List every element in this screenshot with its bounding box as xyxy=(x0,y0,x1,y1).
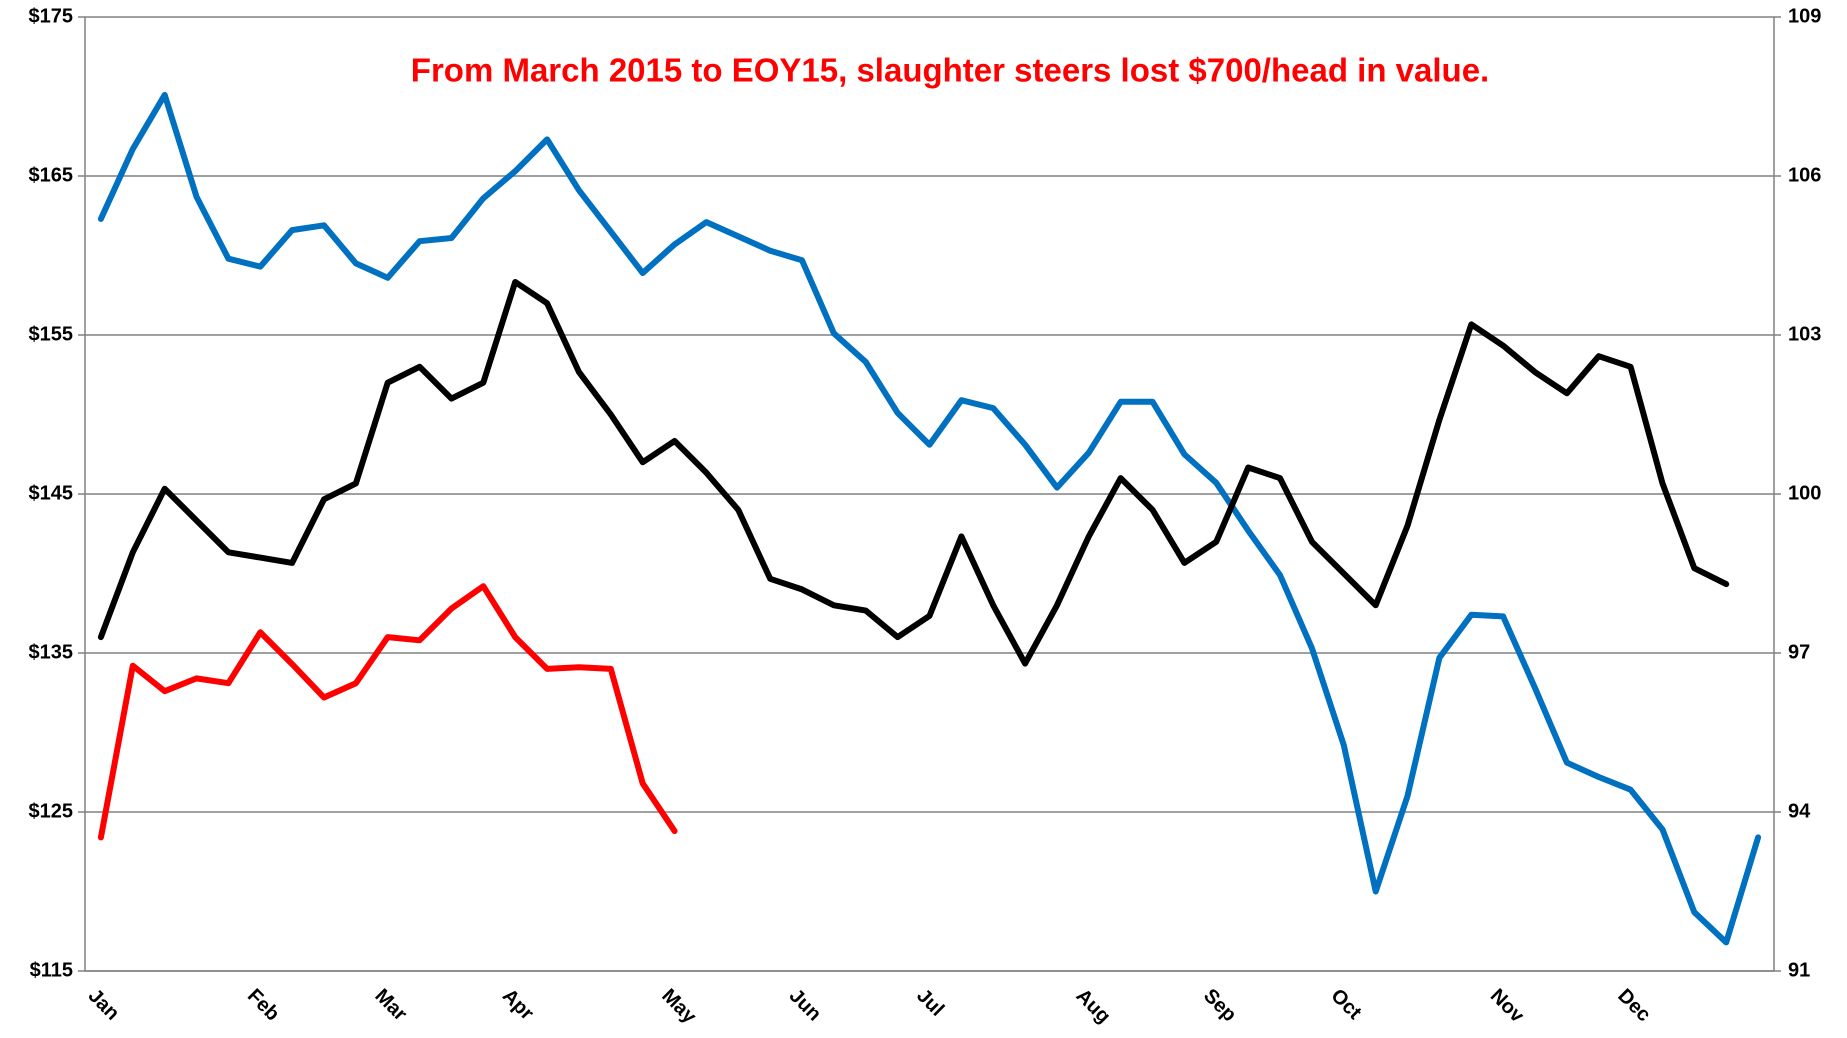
x-tick-label: Mar xyxy=(370,985,411,1026)
x-tick-label: Apr xyxy=(498,985,538,1025)
y-tick-label: $155 xyxy=(29,323,74,345)
x-tick-label: Dec xyxy=(1613,985,1655,1027)
y2-tick-label: 103 xyxy=(1788,323,1821,345)
y2-tick-label: 106 xyxy=(1788,164,1821,186)
x-tick-label: Jan xyxy=(84,985,124,1025)
y2-tick-label: 94 xyxy=(1788,800,1811,822)
x-tick-label: Jul xyxy=(912,985,948,1021)
x-tick-label: Oct xyxy=(1327,985,1366,1024)
series-line xyxy=(97,279,1730,667)
y2-tick-label: 109 xyxy=(1788,5,1821,27)
x-tick-label: Nov xyxy=(1486,985,1529,1028)
x-tick-label: Aug xyxy=(1072,985,1115,1028)
series-line xyxy=(97,91,1762,946)
series-line xyxy=(97,583,678,841)
y-tick-label: $145 xyxy=(29,482,74,504)
x-tick-label: Sep xyxy=(1199,985,1240,1026)
y-tick-label: $135 xyxy=(29,641,74,663)
y-tick-label: $165 xyxy=(29,164,74,186)
x-tick-label: Jun xyxy=(785,985,826,1026)
y2-tick-label: 100 xyxy=(1788,482,1821,504)
x-tick-label: Feb xyxy=(243,985,284,1026)
y-tick-label: $125 xyxy=(29,800,74,822)
y-tick-label: $115 xyxy=(30,959,73,981)
y2-tick-label: 97 xyxy=(1788,641,1810,663)
y2-tick-label: 91 xyxy=(1788,959,1810,981)
chart-title: From March 2015 to EOY15, slaughter stee… xyxy=(411,52,1489,89)
y-tick-label: $175 xyxy=(29,5,74,27)
x-tick-label: May xyxy=(657,985,701,1029)
